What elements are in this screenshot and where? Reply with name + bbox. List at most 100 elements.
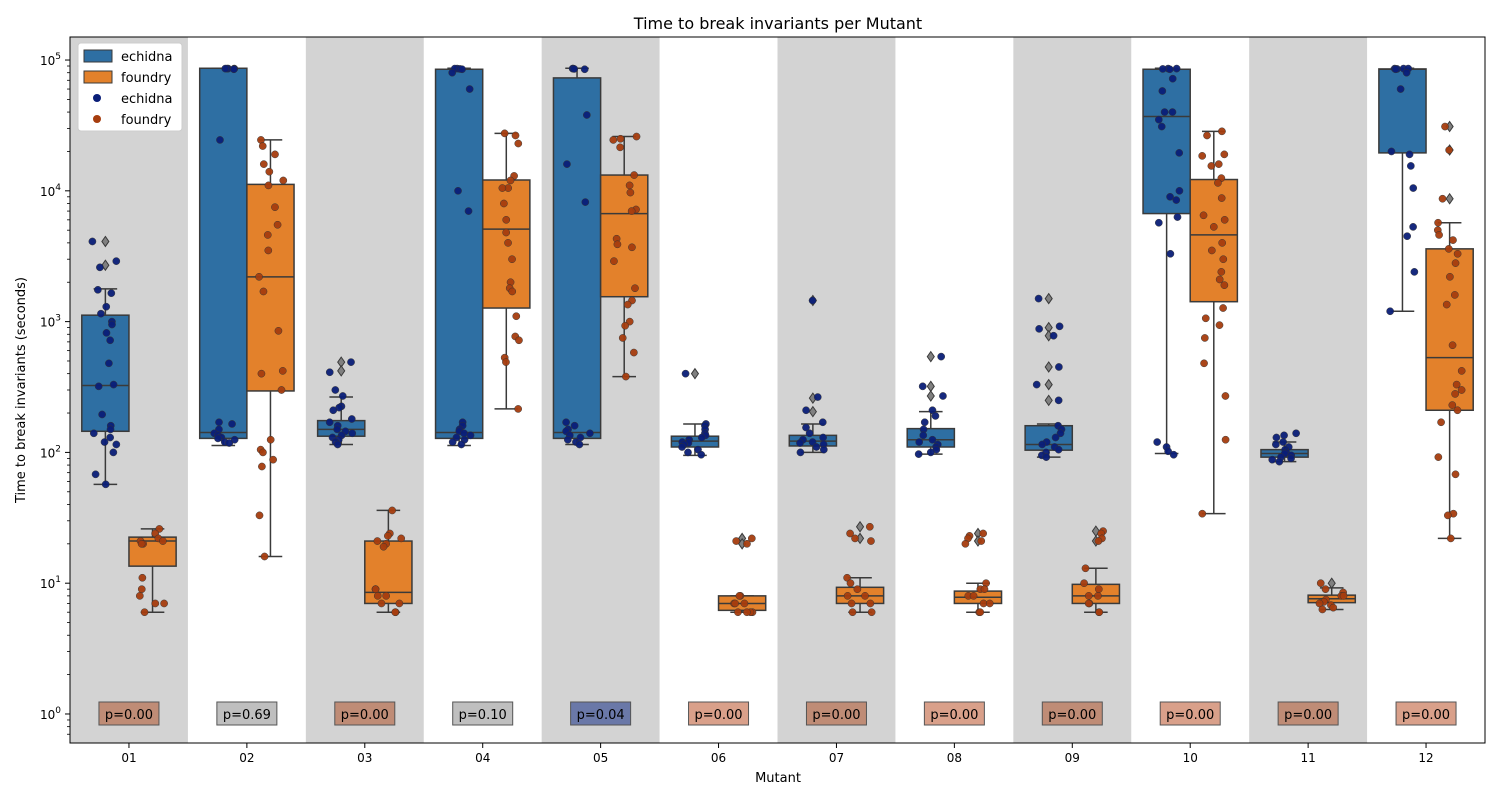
flier-marker [1044, 292, 1053, 305]
foundry-point [271, 203, 279, 212]
iqr-box [198, 67, 248, 440]
p-value-04: p=0.10 [452, 701, 514, 726]
foundry-box-03 [364, 509, 413, 613]
foundry-point [1448, 341, 1457, 350]
echidna-point [214, 434, 222, 443]
flier-marker [855, 520, 865, 533]
foundry-point [137, 539, 146, 548]
box-series [81, 67, 1474, 613]
foundry-point [1198, 152, 1207, 160]
p-value-box [98, 701, 160, 726]
foundry-point [1221, 392, 1230, 400]
foundry-point [258, 142, 267, 150]
foundry-point [1448, 401, 1457, 409]
echidna-point [1173, 213, 1182, 221]
echidna-point [1387, 147, 1396, 156]
p-value-05: p=0.04 [570, 701, 632, 726]
foundry-point [616, 134, 625, 143]
foundry-point [259, 160, 268, 168]
p-value-box [688, 701, 750, 726]
echidna-point [464, 207, 473, 215]
p-value-box [805, 701, 867, 726]
foundry-point [867, 608, 876, 617]
foundry-point [616, 143, 624, 152]
flier-marker [337, 365, 346, 377]
echidna-point [582, 111, 591, 119]
foundry-point [851, 534, 859, 543]
flier-marker [1445, 192, 1454, 205]
foundry-point [1203, 131, 1211, 140]
foundry-point [1214, 160, 1223, 168]
foundry-point [151, 599, 160, 608]
echidna-point [937, 352, 946, 361]
foundry-point [514, 405, 523, 413]
foundry-point [259, 287, 268, 296]
foundry-point [1200, 359, 1208, 368]
p-value-box [570, 701, 632, 726]
echidna-point [1175, 149, 1184, 157]
foundry-point [273, 220, 282, 229]
y-tick-label: 105 [40, 52, 61, 68]
echidna-point [931, 412, 940, 420]
iqr-box [552, 77, 602, 440]
foundry-point [1452, 380, 1461, 389]
foundry-box-12 [1425, 120, 1474, 540]
foundry-point [1316, 579, 1325, 588]
echidna-point [1405, 150, 1414, 159]
echidna-point [338, 392, 347, 400]
foundry-point [631, 284, 639, 293]
foundry-point [618, 334, 627, 342]
foundry-point [500, 129, 509, 138]
flier-marker [926, 390, 935, 402]
echidna-point [681, 369, 690, 378]
echidna-point [347, 415, 356, 423]
foundry-point [255, 511, 264, 520]
echidna-point [228, 420, 236, 428]
foundry-point [271, 150, 279, 159]
echidna-point [1409, 223, 1417, 231]
echidna-point [1396, 85, 1405, 93]
foundry-point [1451, 259, 1460, 267]
foundry-point [1218, 239, 1227, 247]
foundry-point [255, 272, 263, 281]
foundry-point [846, 529, 854, 538]
y-tick-label: 102 [40, 444, 61, 460]
x-tick-label-12: 12 [1418, 751, 1433, 765]
foundry-point [627, 207, 636, 215]
flier-marker [926, 350, 935, 363]
flier-marker [926, 380, 935, 393]
legend-label: echidna [121, 92, 172, 107]
foundry-point [1450, 291, 1459, 299]
foundry-point [1095, 608, 1104, 617]
echidna-box-04 [434, 67, 484, 447]
foundry-point [976, 608, 985, 617]
echidna-point [678, 443, 686, 451]
echidna-point [466, 431, 475, 440]
foundry-point [1084, 599, 1093, 608]
foundry-point [623, 300, 632, 309]
echidna-point [1279, 438, 1288, 446]
foundry-point [613, 240, 622, 249]
echidna-point [88, 237, 97, 246]
foundry-point [506, 176, 515, 185]
foundry-point [160, 599, 168, 608]
x-tick-label-04: 04 [475, 751, 490, 765]
echidna-point [1172, 64, 1181, 73]
echidna-point [580, 65, 589, 74]
foundry-point [1220, 150, 1229, 159]
foundry-point [1457, 386, 1466, 394]
echidna-point [94, 382, 103, 391]
echidna-point [94, 285, 102, 294]
p-value-12: p=0.00 [1395, 701, 1457, 726]
echidna-point [570, 65, 579, 73]
echidna-point [808, 296, 817, 305]
echidna-point [1402, 68, 1411, 77]
p-value-11: p=0.00 [1277, 701, 1339, 726]
echidna-point [562, 418, 570, 427]
x-tick-label-02: 02 [239, 751, 254, 765]
foundry-point [1318, 605, 1327, 614]
foundry-point [515, 336, 523, 345]
echidna-point [325, 418, 334, 427]
echidna-point [802, 406, 810, 415]
echidna-point [106, 425, 115, 434]
